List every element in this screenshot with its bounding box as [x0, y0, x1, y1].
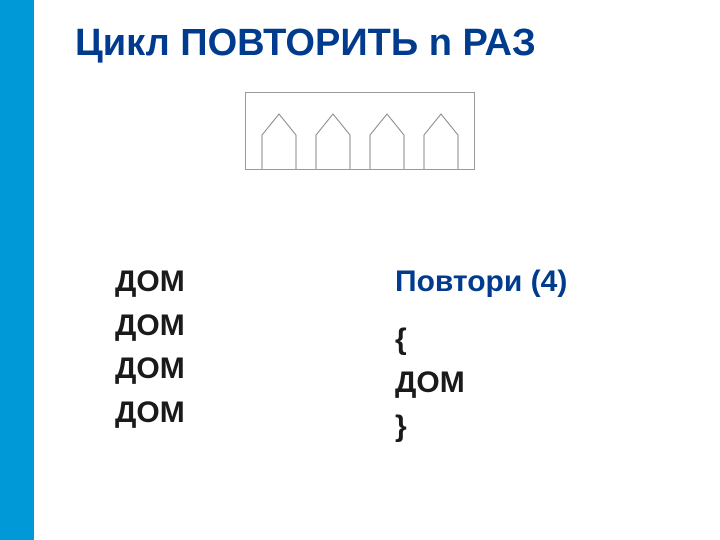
- house-icon: [261, 113, 297, 169]
- loop-body: {ДОМ}: [395, 318, 567, 449]
- code-line: ДОМ: [395, 361, 567, 405]
- list-item: ДОМ: [115, 304, 185, 348]
- list-item: ДОМ: [115, 391, 185, 435]
- code-line: }: [395, 405, 567, 449]
- loop-heading: Повтори (4): [395, 260, 567, 304]
- houses-illustration-box: [245, 92, 475, 170]
- house-icon: [423, 113, 459, 169]
- accent-sidebar: [0, 0, 34, 540]
- list-item: ДОМ: [115, 260, 185, 304]
- house-icon: [315, 113, 351, 169]
- page-title: Цикл ПОВТОРИТЬ n РАЗ: [75, 22, 536, 65]
- house-icon: [369, 113, 405, 169]
- repeated-commands-list: ДОМДОМДОМДОМ: [115, 260, 185, 434]
- list-item: ДОМ: [115, 347, 185, 391]
- loop-syntax-block: Повтори (4) {ДОМ}: [395, 260, 567, 448]
- code-line: {: [395, 318, 567, 362]
